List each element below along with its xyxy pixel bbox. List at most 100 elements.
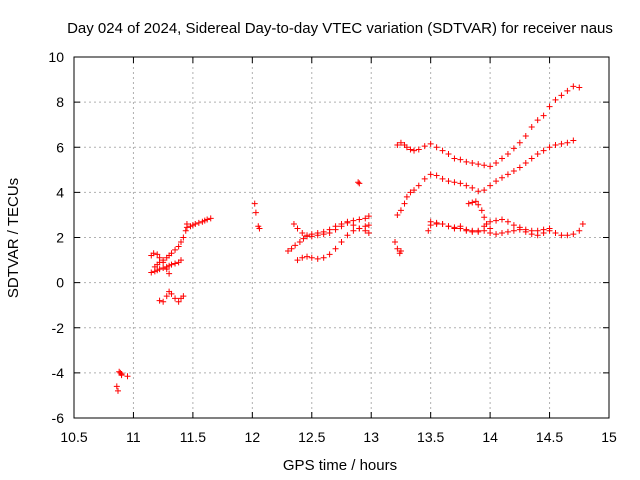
data-point <box>493 160 500 167</box>
data-points <box>113 83 586 394</box>
data-point <box>552 141 559 148</box>
series-arc-12h-c <box>294 222 372 264</box>
x-tick-label: 12 <box>245 429 261 445</box>
data-point <box>397 139 404 146</box>
data-point <box>504 228 511 235</box>
x-tick-label: 12.5 <box>298 429 325 445</box>
series-arc-11h-a <box>148 257 184 276</box>
data-point <box>546 103 553 110</box>
data-point <box>403 193 410 200</box>
series-arc-11h-c <box>148 250 173 277</box>
data-point <box>299 229 306 236</box>
data-point <box>427 218 434 225</box>
y-tick-label: 2 <box>56 230 64 246</box>
data-point <box>407 146 414 153</box>
y-axis-label: SDTVAR / TECUs <box>5 178 22 298</box>
data-point <box>292 242 299 249</box>
x-tick-label: 11.5 <box>180 429 206 445</box>
series-outlier-12.9 <box>355 179 363 187</box>
data-point <box>570 231 577 238</box>
data-point <box>407 189 414 196</box>
data-point <box>475 201 482 208</box>
grid-layer <box>74 57 609 418</box>
data-point <box>299 254 306 261</box>
data-point <box>172 246 179 253</box>
series-pre-11h <box>113 368 131 394</box>
data-point <box>251 200 258 207</box>
data-point <box>558 140 565 147</box>
data-point <box>499 229 505 236</box>
data-point <box>472 198 479 205</box>
y-tick-label: 6 <box>56 139 64 155</box>
data-point <box>564 232 571 239</box>
data-point <box>510 145 517 152</box>
data-point <box>534 227 541 234</box>
data-point <box>160 259 167 266</box>
data-point <box>326 229 333 236</box>
data-point <box>457 225 464 232</box>
data-point <box>394 141 401 148</box>
data-point <box>493 217 500 224</box>
data-point <box>522 132 529 139</box>
data-point <box>481 214 488 221</box>
data-point <box>300 235 307 242</box>
data-point <box>156 266 163 273</box>
series-arc-11h-d <box>156 288 187 305</box>
data-point <box>397 207 404 214</box>
series-arc-11h-b <box>151 220 190 270</box>
data-point <box>483 220 490 227</box>
data-point <box>493 178 500 185</box>
data-point <box>463 227 470 234</box>
data-point <box>576 84 583 91</box>
data-point <box>124 373 131 380</box>
data-point <box>252 209 259 216</box>
data-point <box>433 219 440 226</box>
data-point <box>160 264 167 271</box>
y-tick-label: -4 <box>52 365 65 381</box>
data-point <box>350 227 357 234</box>
y-tick-label: -2 <box>52 320 65 336</box>
data-point <box>427 140 434 147</box>
data-point <box>394 211 401 218</box>
data-point <box>356 180 363 187</box>
data-point <box>504 218 511 225</box>
data-point <box>415 146 422 153</box>
data-point <box>570 83 577 90</box>
data-point <box>163 266 170 273</box>
data-point <box>564 87 571 94</box>
data-point <box>469 199 476 206</box>
data-point <box>469 160 476 167</box>
data-point <box>182 227 189 234</box>
data-point <box>487 218 494 225</box>
data-point <box>294 225 301 232</box>
data-point <box>457 180 464 187</box>
data-point <box>534 151 541 158</box>
data-point <box>552 229 559 236</box>
data-point <box>168 250 175 257</box>
data-point <box>285 248 291 255</box>
data-point <box>178 239 184 246</box>
data-point <box>528 123 535 130</box>
data-point <box>546 227 553 234</box>
data-point <box>195 219 202 226</box>
data-point <box>487 182 494 189</box>
data-point <box>207 215 214 222</box>
data-point <box>546 144 553 151</box>
data-point <box>290 220 297 227</box>
x-axis-label: GPS time / hours <box>283 457 397 474</box>
series-mid-12h <box>251 200 263 232</box>
data-point <box>478 207 485 214</box>
data-point <box>499 174 505 181</box>
data-point <box>487 225 494 232</box>
series-arc-12h-a <box>285 219 372 255</box>
data-point <box>445 178 452 185</box>
data-point <box>256 225 263 232</box>
data-point <box>451 224 458 231</box>
data-point <box>499 216 505 223</box>
data-point <box>204 216 211 223</box>
data-point <box>320 254 327 261</box>
data-point <box>362 223 369 230</box>
data-point <box>118 372 125 379</box>
data-point <box>180 234 187 241</box>
